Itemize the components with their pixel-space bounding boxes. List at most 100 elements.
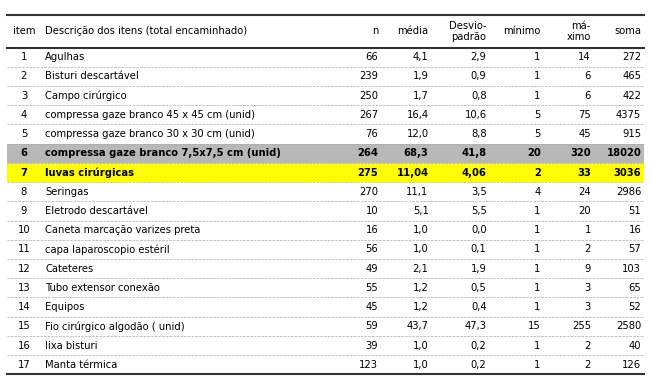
Text: 103: 103: [622, 264, 641, 274]
Bar: [7, 105, 644, 125]
Text: 5: 5: [534, 110, 541, 120]
Text: 3036: 3036: [614, 168, 641, 178]
Text: 0,5: 0,5: [471, 283, 486, 293]
Text: 3,5: 3,5: [471, 187, 486, 197]
Text: 75: 75: [578, 110, 591, 120]
Text: 4,06: 4,06: [462, 168, 486, 178]
Text: Manta térmica: Manta térmica: [45, 360, 118, 370]
Text: 10: 10: [366, 206, 378, 216]
Text: 16,4: 16,4: [406, 110, 428, 120]
Text: 47,3: 47,3: [465, 321, 486, 331]
Bar: [7, 336, 644, 355]
Text: 1,2: 1,2: [413, 283, 428, 293]
Text: compressa gaze branco 7,5x7,5 cm (unid): compressa gaze branco 7,5x7,5 cm (unid): [45, 148, 281, 158]
Text: 11,04: 11,04: [396, 168, 428, 178]
Text: 13: 13: [18, 283, 30, 293]
Bar: [7, 259, 644, 278]
Text: 0,8: 0,8: [471, 91, 486, 100]
Text: 250: 250: [359, 91, 378, 100]
Text: 4375: 4375: [616, 110, 641, 120]
Text: 59: 59: [366, 321, 378, 331]
Text: 1: 1: [585, 225, 591, 235]
Text: 7: 7: [20, 168, 27, 178]
Text: 66: 66: [366, 52, 378, 62]
Text: 1: 1: [534, 244, 541, 254]
Text: 55: 55: [366, 283, 378, 293]
Text: mínimo: mínimo: [503, 26, 541, 36]
Text: 45: 45: [578, 129, 591, 139]
Text: 0,1: 0,1: [471, 244, 486, 254]
Text: 40: 40: [629, 340, 641, 351]
Text: 24: 24: [578, 187, 591, 197]
Text: 14: 14: [578, 52, 591, 62]
Text: Fio cirúrgico algodão ( unid): Fio cirúrgico algodão ( unid): [45, 321, 185, 332]
Text: 1: 1: [21, 52, 27, 62]
Text: Campo cirúrgico: Campo cirúrgico: [45, 91, 127, 101]
Text: 3: 3: [585, 302, 591, 312]
Text: Caneta marcação varizes preta: Caneta marcação varizes preta: [45, 225, 201, 235]
Text: 3: 3: [585, 283, 591, 293]
Bar: [7, 163, 644, 182]
Text: 2: 2: [585, 244, 591, 254]
Text: 6: 6: [585, 71, 591, 81]
Text: 17: 17: [18, 360, 31, 370]
Bar: [7, 15, 644, 48]
Text: 16: 16: [366, 225, 378, 235]
Text: 1: 1: [534, 52, 541, 62]
Text: 1,0: 1,0: [413, 360, 428, 370]
Text: 9: 9: [21, 206, 27, 216]
Text: 57: 57: [628, 244, 641, 254]
Text: 10: 10: [18, 225, 30, 235]
Text: 0,4: 0,4: [471, 302, 486, 312]
Text: 1: 1: [534, 283, 541, 293]
Text: má-
ximo: má- ximo: [566, 21, 591, 42]
Text: 1,0: 1,0: [413, 225, 428, 235]
Text: 4: 4: [534, 187, 541, 197]
Text: 12,0: 12,0: [406, 129, 428, 139]
Text: 1,0: 1,0: [413, 244, 428, 254]
Text: 2580: 2580: [616, 321, 641, 331]
Text: Eletrodo descartável: Eletrodo descartável: [45, 206, 148, 216]
Text: 1: 1: [534, 206, 541, 216]
Text: 270: 270: [359, 187, 378, 197]
Text: 16: 16: [18, 340, 31, 351]
Text: Bisturi descartável: Bisturi descartável: [45, 71, 139, 81]
Text: 1,9: 1,9: [413, 71, 428, 81]
Text: compressa gaze branco 30 x 30 cm (unid): compressa gaze branco 30 x 30 cm (unid): [45, 129, 255, 139]
Text: 272: 272: [622, 52, 641, 62]
Text: Desvio-
padrão: Desvio- padrão: [449, 21, 486, 42]
Text: Cateteres: Cateteres: [45, 264, 94, 274]
Text: 3: 3: [21, 91, 27, 100]
Text: 49: 49: [366, 264, 378, 274]
Text: 45: 45: [366, 302, 378, 312]
Text: 0,2: 0,2: [471, 340, 486, 351]
Text: 52: 52: [628, 302, 641, 312]
Bar: [7, 144, 644, 163]
Text: Equipos: Equipos: [45, 302, 85, 312]
Text: 320: 320: [570, 148, 591, 158]
Text: compressa gaze branco 45 x 45 cm (unid): compressa gaze branco 45 x 45 cm (unid): [45, 110, 255, 120]
Text: 123: 123: [359, 360, 378, 370]
Text: 8: 8: [21, 187, 27, 197]
Text: 1: 1: [534, 340, 541, 351]
Text: Descrição dos itens (total encaminhado): Descrição dos itens (total encaminhado): [45, 26, 247, 36]
Text: 126: 126: [622, 360, 641, 370]
Text: 1: 1: [534, 71, 541, 81]
Text: n: n: [372, 26, 378, 36]
Bar: [7, 278, 644, 298]
Text: 76: 76: [366, 129, 378, 139]
Text: 15: 15: [18, 321, 31, 331]
Text: 5,1: 5,1: [413, 206, 428, 216]
Text: item: item: [12, 26, 35, 36]
Text: capa laparoscopio estéril: capa laparoscopio estéril: [45, 244, 170, 255]
Text: 5: 5: [21, 129, 27, 139]
Text: Tubo extensor conexão: Tubo extensor conexão: [45, 283, 160, 293]
Bar: [7, 67, 644, 86]
Text: 1: 1: [534, 225, 541, 235]
Text: 1: 1: [534, 264, 541, 274]
Text: 56: 56: [366, 244, 378, 254]
Text: 6: 6: [585, 91, 591, 100]
Text: 5: 5: [534, 129, 541, 139]
Text: 20: 20: [527, 148, 541, 158]
Text: 10,6: 10,6: [464, 110, 486, 120]
